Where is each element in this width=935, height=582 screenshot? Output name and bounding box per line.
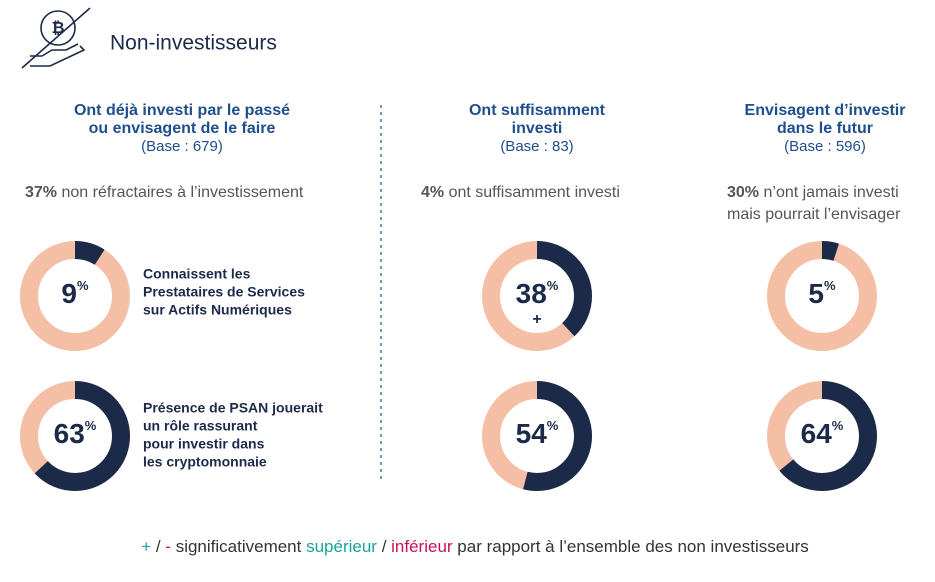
column-base: (Base : 83) <box>500 138 573 155</box>
footnote-part: - <box>165 537 171 556</box>
footnote-part: inférieur <box>391 537 453 556</box>
donut-segment <box>20 241 130 351</box>
row-label: Connaissent les <box>143 266 251 282</box>
donut-segment <box>482 241 592 351</box>
donut-label: 5% <box>808 278 836 309</box>
column-heading: Ont déjà investi par le passé <box>74 102 290 119</box>
donut-value: 64 <box>801 418 833 449</box>
percent-sign: % <box>547 418 559 433</box>
column-heading: investi <box>512 120 563 137</box>
footnote-part: + <box>141 537 151 556</box>
donut-segment <box>482 381 592 491</box>
column-heading: dans le futur <box>777 120 873 137</box>
donut-value: 9 <box>61 278 77 309</box>
stat-text: non réfractaires à l’investissement <box>61 184 303 201</box>
row-label: Prestataires de Services <box>143 284 305 300</box>
donut-label: 9% <box>61 278 89 309</box>
stat: 30% n’ont jamais investi <box>727 184 899 201</box>
column-heading: Ont suffisamment <box>469 102 606 119</box>
donut-segment <box>20 381 130 491</box>
donut-label: 38% <box>516 278 559 309</box>
stat-value: 4% <box>421 184 444 201</box>
footnote-part: / <box>377 537 391 556</box>
donut-label: 54% <box>516 418 559 449</box>
percent-sign: % <box>77 278 89 293</box>
column-base: (Base : 596) <box>784 138 866 155</box>
stat-value: 37% <box>25 184 57 201</box>
column-heading: Envisagent d’investir <box>745 102 906 119</box>
footnote-part: supérieur <box>306 537 377 556</box>
footnote-part: / <box>151 537 165 556</box>
percent-sign: % <box>824 278 836 293</box>
percent-sign: % <box>832 418 844 433</box>
icon: ₿ <box>21 7 91 69</box>
donut-value: 63 <box>54 418 85 449</box>
footnote-part: par rapport à l’ensemble des non investi… <box>453 537 809 556</box>
column-heading: ou envisagent de le faire <box>89 120 276 137</box>
stat: 4% ont suffisamment investi <box>421 184 620 201</box>
significance: + <box>532 311 541 328</box>
footnote: + / - significativement supérieur / infé… <box>141 537 809 556</box>
percent-sign: % <box>547 278 559 293</box>
percent-sign: % <box>85 418 97 433</box>
stat-value: 30% <box>727 184 759 201</box>
donut-segment <box>767 381 877 491</box>
donut-label: 64% <box>801 418 844 449</box>
footnote-part: significativement <box>171 537 306 556</box>
column-base: (Base : 679) <box>141 138 223 155</box>
row-label: pour investir dans <box>143 436 265 452</box>
row-label: les cryptomonnaie <box>143 454 267 470</box>
donut-label: 63% <box>54 418 97 449</box>
stat-text: mais pourrait l’envisager <box>727 206 901 223</box>
donut-value: 38 <box>516 278 547 309</box>
donut-segment <box>767 241 877 351</box>
donut-value: 54 <box>516 418 548 449</box>
row-label: un rôle rassurant <box>143 418 258 434</box>
stat: 37% non réfractaires à l’investissement <box>25 184 304 201</box>
stat-text: ont suffisamment investi <box>449 184 620 201</box>
stat-text: n’ont jamais investi <box>763 184 898 201</box>
row-label: Présence de PSAN jouerait <box>143 400 323 416</box>
title: Non-investisseurs <box>110 32 277 55</box>
donut-value: 5 <box>808 278 824 309</box>
row-label: sur Actifs Numériques <box>143 302 292 318</box>
svg-text:₿: ₿ <box>51 19 64 37</box>
